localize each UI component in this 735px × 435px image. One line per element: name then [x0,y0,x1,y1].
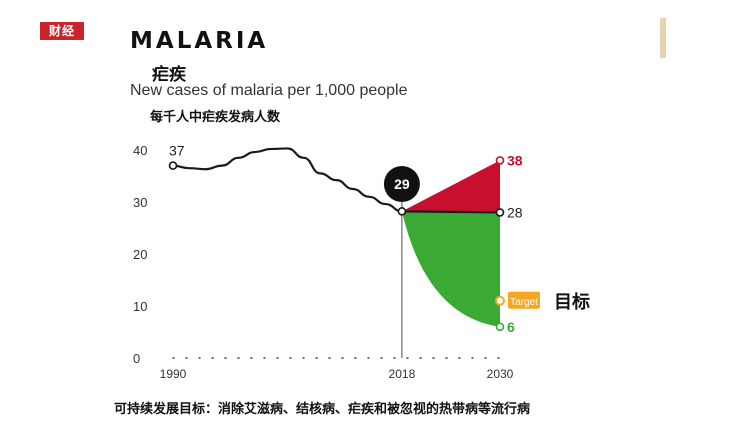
baseline-value-label: 28 [507,204,523,220]
chart-subtitle-zh: 每千人中疟疾发病人数 [150,110,281,125]
point-2018-marker [397,207,407,216]
start-value-label: 37 [169,143,185,159]
target-label-zh: 目标 [554,291,590,312]
upper-value-label: 38 [507,152,523,168]
source-badge: 财经 [40,22,84,40]
baseline-projection-line [401,210,501,214]
y-tick-label-20: 20 [133,247,147,262]
baseline-end-marker [495,208,505,217]
start-point-marker [168,161,178,170]
target-marker [495,295,505,306]
bubble-label-2018: 29 [394,176,410,192]
x-axis-ticks: 1990 2018 2030 [160,367,514,381]
y-tick-label-40: 40 [133,143,147,158]
lower-end-marker [495,322,505,332]
chart-title: MALARIA [130,28,269,54]
target-label-box [508,291,540,309]
value-bubble-2018 [383,166,420,202]
y-tick-label-0: 0 [133,351,140,366]
chart-subtitle: New cases of malaria per 1,000 people [130,82,408,99]
y-tick-label-30: 30 [133,195,147,210]
x-tick-label-1990: 1990 [160,367,187,381]
lower-projection-area [401,211,500,327]
y-axis-ticks: 0 10 20 30 40 [133,143,147,366]
target-label: Target [510,297,538,308]
edge-decoration [660,18,666,58]
historical-series-line [172,147,403,213]
x-tick-label-2030: 2030 [487,367,514,381]
upper-end-marker [495,156,505,165]
x-tick-label-2018: 2018 [389,367,416,381]
upper-projection-area [401,160,500,213]
y-tick-label-10: 10 [133,299,147,314]
footer-caption: 可持续发展目标：消除艾滋病、结核病、疟疾和被忽视的热带病等流行病 [114,402,531,417]
lower-value-label: 6 [507,319,515,335]
chart-title-zh: 疟疾 [152,65,186,85]
